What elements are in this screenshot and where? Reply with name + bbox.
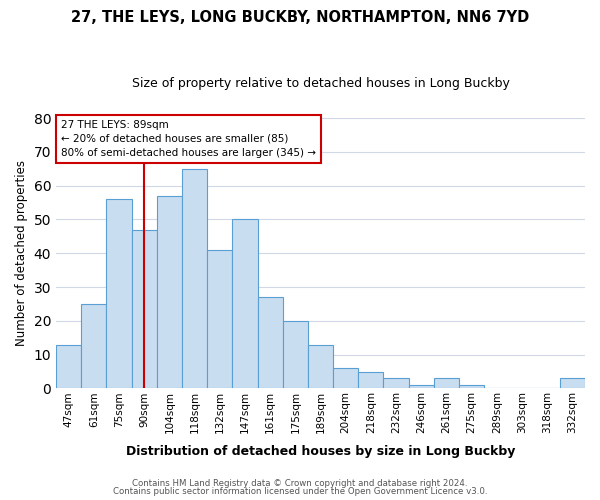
Text: 27 THE LEYS: 89sqm
← 20% of detached houses are smaller (85)
80% of semi-detache: 27 THE LEYS: 89sqm ← 20% of detached hou… (61, 120, 316, 158)
Bar (383, 378, 409, 388)
Bar (308, 344, 333, 389)
Bar (182, 169, 207, 388)
Bar (283, 321, 308, 388)
Bar (131, 230, 157, 388)
Bar (232, 220, 257, 388)
Bar (459, 385, 484, 388)
Bar (81, 304, 106, 388)
X-axis label: Distribution of detached houses by size in Long Buckby: Distribution of detached houses by size … (126, 444, 515, 458)
Bar (434, 378, 459, 388)
Bar (157, 196, 182, 388)
Bar (106, 199, 131, 388)
Bar (409, 385, 434, 388)
Bar (207, 250, 232, 388)
Bar (358, 372, 383, 388)
Bar (560, 378, 585, 388)
Bar (257, 297, 283, 388)
Bar (333, 368, 358, 388)
Title: Size of property relative to detached houses in Long Buckby: Size of property relative to detached ho… (131, 78, 509, 90)
Text: Contains public sector information licensed under the Open Government Licence v3: Contains public sector information licen… (113, 487, 487, 496)
Bar (56, 344, 81, 389)
Y-axis label: Number of detached properties: Number of detached properties (15, 160, 28, 346)
Text: Contains HM Land Registry data © Crown copyright and database right 2024.: Contains HM Land Registry data © Crown c… (132, 478, 468, 488)
Text: 27, THE LEYS, LONG BUCKBY, NORTHAMPTON, NN6 7YD: 27, THE LEYS, LONG BUCKBY, NORTHAMPTON, … (71, 10, 529, 25)
